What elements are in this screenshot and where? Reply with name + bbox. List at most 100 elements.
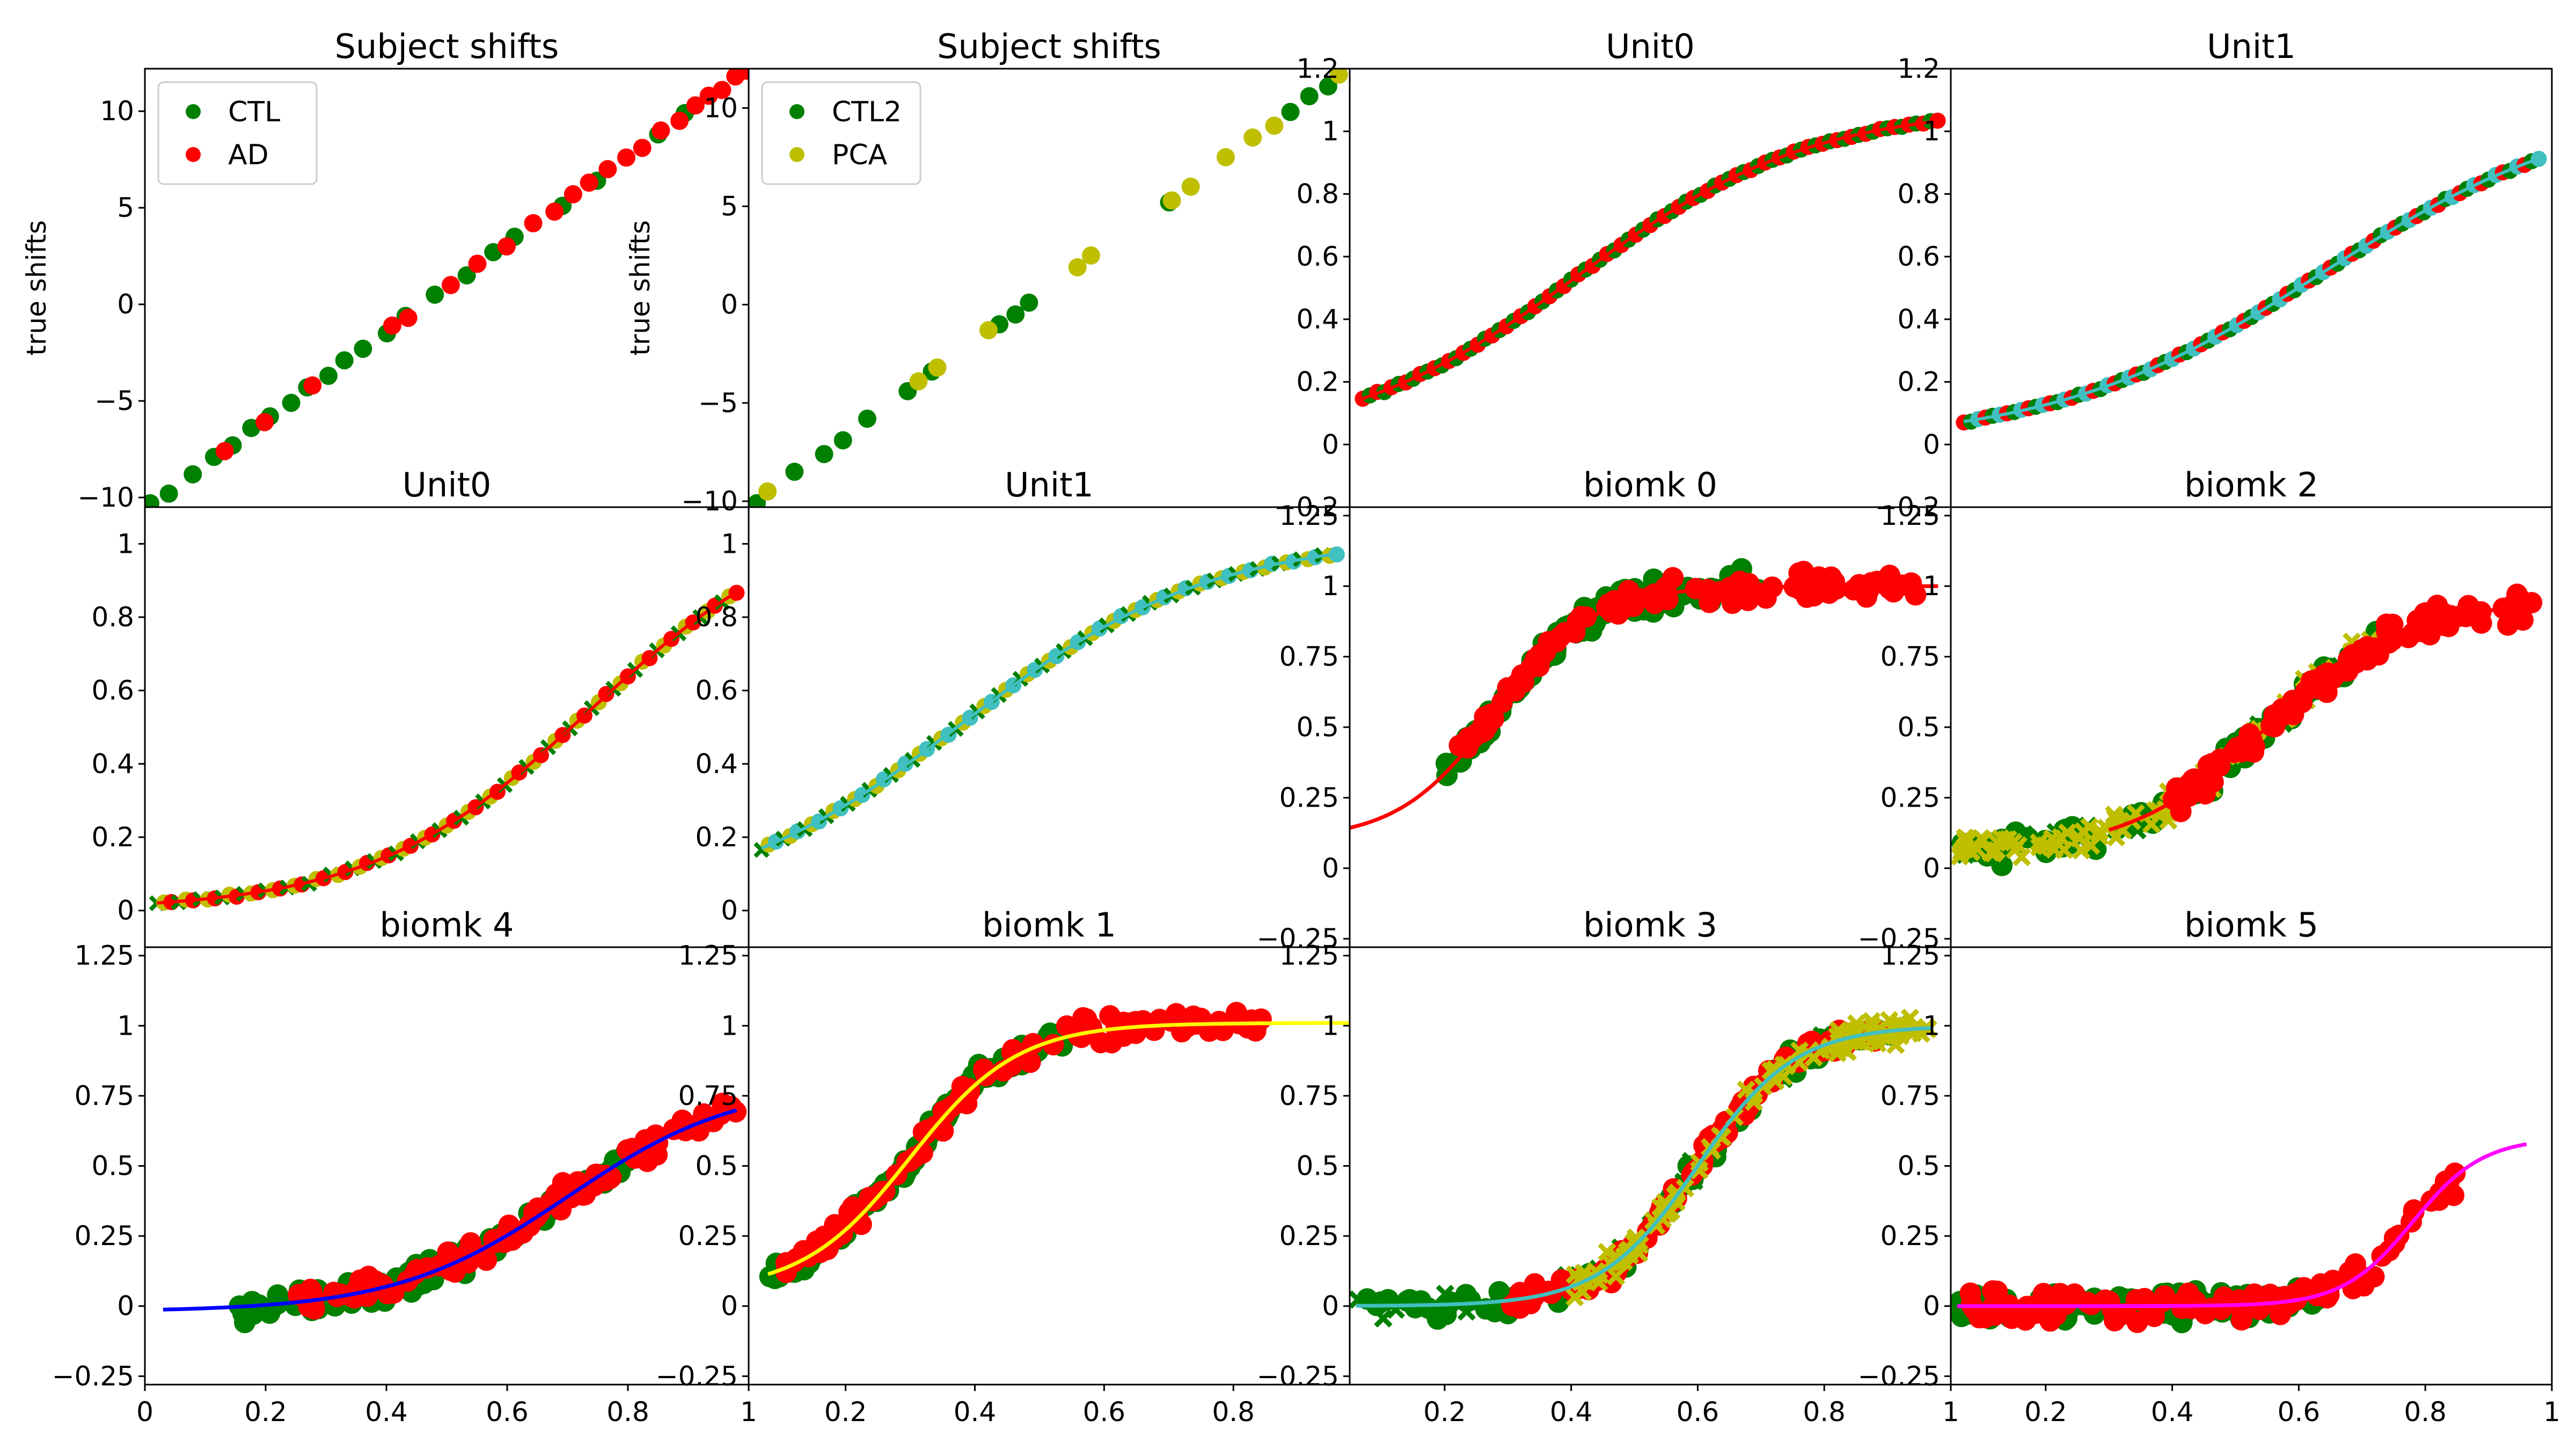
data-point (645, 1144, 667, 1166)
y-tick-label: 1 (721, 1010, 738, 1041)
data-point (1488, 1280, 1510, 1302)
data-marker-x (1644, 1211, 1663, 1230)
data-point (1738, 573, 1760, 595)
data-point (1121, 1012, 1143, 1034)
y-tick-label: 0 (721, 289, 738, 320)
y-tick-label: 0.75 (1279, 641, 1339, 672)
y-tick-label: 0.6 (91, 675, 134, 706)
data-point (1857, 580, 1879, 602)
data-point (475, 1249, 497, 1271)
data-point (580, 173, 598, 192)
y-tick-label: −0.25 (1858, 923, 1940, 954)
y-tick-label: 5 (721, 191, 738, 222)
fit-curve (1362, 119, 1938, 400)
y-tick-label: −0.25 (52, 1360, 134, 1392)
data-point (2105, 1307, 2127, 1329)
y-tick-label: −5 (94, 385, 134, 416)
x-tick-label: 1 (740, 1396, 757, 1428)
subplot-title: Subject shifts (335, 27, 559, 66)
y-tick-label: 1 (1322, 570, 1339, 602)
y-tick-label: 0 (117, 1291, 134, 1322)
plot-area (753, 546, 1345, 858)
y-axis-label: true shifts (625, 220, 656, 356)
y-tick-label: 0 (721, 895, 738, 926)
y-tick-label: 0.2 (695, 822, 738, 853)
x-tick-label: 0.4 (1550, 1396, 1593, 1428)
data-marker-x (2030, 838, 2049, 857)
subplot-5: 0 0.2 0.4 0.6 0.8 1 Unit0 (91, 465, 750, 948)
data-point (2197, 755, 2219, 777)
y-tick-label: 0 (1923, 853, 1940, 884)
plot-area (149, 584, 745, 911)
data-point (686, 96, 705, 115)
data-point (1528, 655, 1550, 677)
y-tick-label: 0.5 (91, 1151, 134, 1182)
plot-area (145, 69, 749, 507)
fit-curve (157, 590, 738, 905)
y-tick-label: 0 (117, 895, 134, 926)
data-point (2512, 592, 2534, 614)
y-tick-label: 1.2 (1296, 53, 1339, 84)
data-point (617, 148, 636, 167)
data-point (1300, 87, 1319, 106)
subplot-title: Unit1 (1005, 465, 1094, 504)
data-point (255, 413, 274, 431)
data-point (319, 367, 338, 385)
x-tick-label: 0 (136, 1396, 153, 1428)
y-tick-label: 0.2 (91, 822, 134, 853)
data-marker-x (2097, 818, 2116, 837)
legend-label: CTL2 (832, 96, 902, 128)
x-tick-label: 0.8 (606, 1396, 649, 1428)
y-tick-label: 1 (1923, 116, 1940, 147)
data-point (815, 445, 833, 464)
x-tick-label: 1 (2543, 1396, 2560, 1428)
data-point (928, 358, 947, 377)
y-tick-label: 1.25 (1279, 500, 1339, 531)
y-tick-label: 0.75 (75, 1080, 134, 1111)
y-tick-label: −10 (77, 482, 134, 513)
data-point (824, 1214, 846, 1236)
y-tick-label: 0.8 (1296, 178, 1339, 209)
y-tick-label: 0.5 (1897, 1151, 1940, 1182)
data-point (2383, 1227, 2405, 1249)
data-marker-x (2080, 817, 2099, 837)
y-tick-label: 0.75 (1880, 1080, 1940, 1111)
x-tick-label: 0.6 (2278, 1396, 2321, 1428)
plot-area (1951, 583, 2543, 876)
data-marker-x (2051, 828, 2070, 847)
data-point (670, 112, 689, 130)
x-tick-label: 0.2 (1423, 1396, 1466, 1428)
data-point (145, 494, 159, 507)
data-point (598, 160, 617, 179)
y-tick-label: 1.25 (75, 940, 134, 971)
subplot-title: Subject shifts (937, 27, 1161, 66)
data-point (933, 1102, 955, 1124)
data-marker-x (2030, 833, 2048, 852)
data-marker-x (2142, 815, 2161, 833)
data-point (1370, 1291, 1392, 1313)
axes-frame (1950, 68, 2553, 508)
y-tick-label: 0.8 (1897, 178, 1940, 209)
y-tick-label: 0.25 (75, 1220, 134, 1252)
legend-marker (186, 104, 201, 119)
y-tick-label: 0.4 (1296, 304, 1339, 335)
x-tick-label: 0.6 (1677, 1396, 1719, 1428)
data-marker-x (2055, 840, 2074, 859)
subplot-title: biomk 2 (2184, 465, 2318, 504)
data-point (399, 309, 418, 327)
y-tick-label: 0.6 (1296, 241, 1339, 272)
subplot-title: biomk 4 (380, 905, 514, 945)
data-point (2444, 1162, 2466, 1184)
y-tick-label: 0.5 (1296, 1151, 1339, 1182)
data-point (1181, 177, 1200, 196)
y-tick-label: 0.75 (678, 1080, 738, 1111)
data-point (1975, 1304, 1997, 1326)
y-tick-label: 10 (100, 96, 134, 127)
data-marker-x (1953, 841, 1972, 860)
data-point (1101, 1031, 1123, 1053)
x-tick-label: 0.2 (824, 1396, 867, 1428)
data-point (1081, 246, 1100, 265)
subplot-title: Unit0 (1606, 27, 1695, 66)
data-marker-x (2082, 836, 2101, 855)
